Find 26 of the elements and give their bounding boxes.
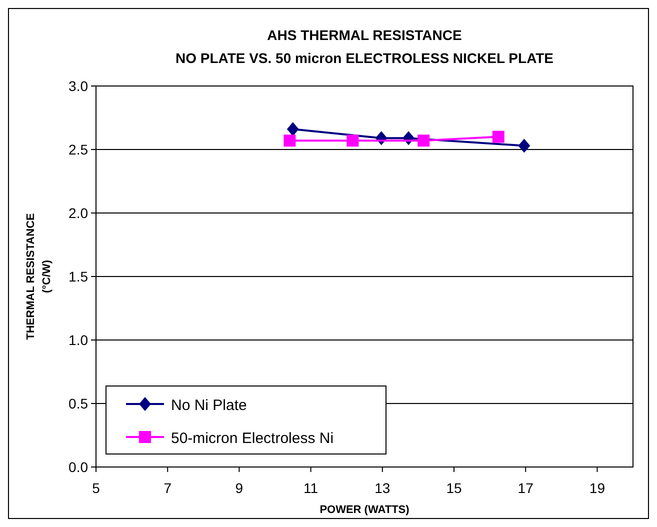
x-tick-label: 17 — [518, 480, 534, 496]
x-axis-title: POWER (WATTS) — [320, 504, 410, 516]
y-tick-label: 0.0 — [68, 459, 88, 475]
x-tick-label: 5 — [92, 480, 100, 496]
chart-title: AHS THERMAL RESISTANCE NO PLATE VS. 50 micron ELECTROLESS NICKEL PLATE — [175, 27, 554, 66]
point — [346, 134, 359, 147]
y-tick-label: 2.5 — [68, 142, 88, 158]
legend-label: No Ni Plate — [171, 397, 247, 414]
y-tick-label: 2.0 — [68, 205, 88, 221]
x-tick-label: 7 — [164, 480, 172, 496]
x-tick-label: 19 — [589, 480, 606, 496]
x-tick-label: 9 — [235, 480, 244, 496]
y-axis-title: THERMAL RESISTANCE (°C/W) — [25, 213, 53, 340]
y-tick-label: 1.0 — [68, 332, 88, 348]
point — [518, 138, 530, 153]
point — [418, 134, 430, 147]
legend-label: 50-micron Electroless Ni — [171, 430, 334, 447]
point — [286, 122, 299, 136]
y-tick-label: 1.5 — [68, 268, 88, 284]
x-tick-label: 15 — [446, 480, 462, 496]
y-tick-label: 0.5 — [68, 396, 88, 412]
y-tick-label: 3.0 — [68, 78, 88, 94]
point — [284, 134, 296, 147]
x-tick-label: 11 — [304, 480, 318, 496]
x-tick-label: 13 — [374, 480, 390, 496]
point — [492, 130, 504, 143]
